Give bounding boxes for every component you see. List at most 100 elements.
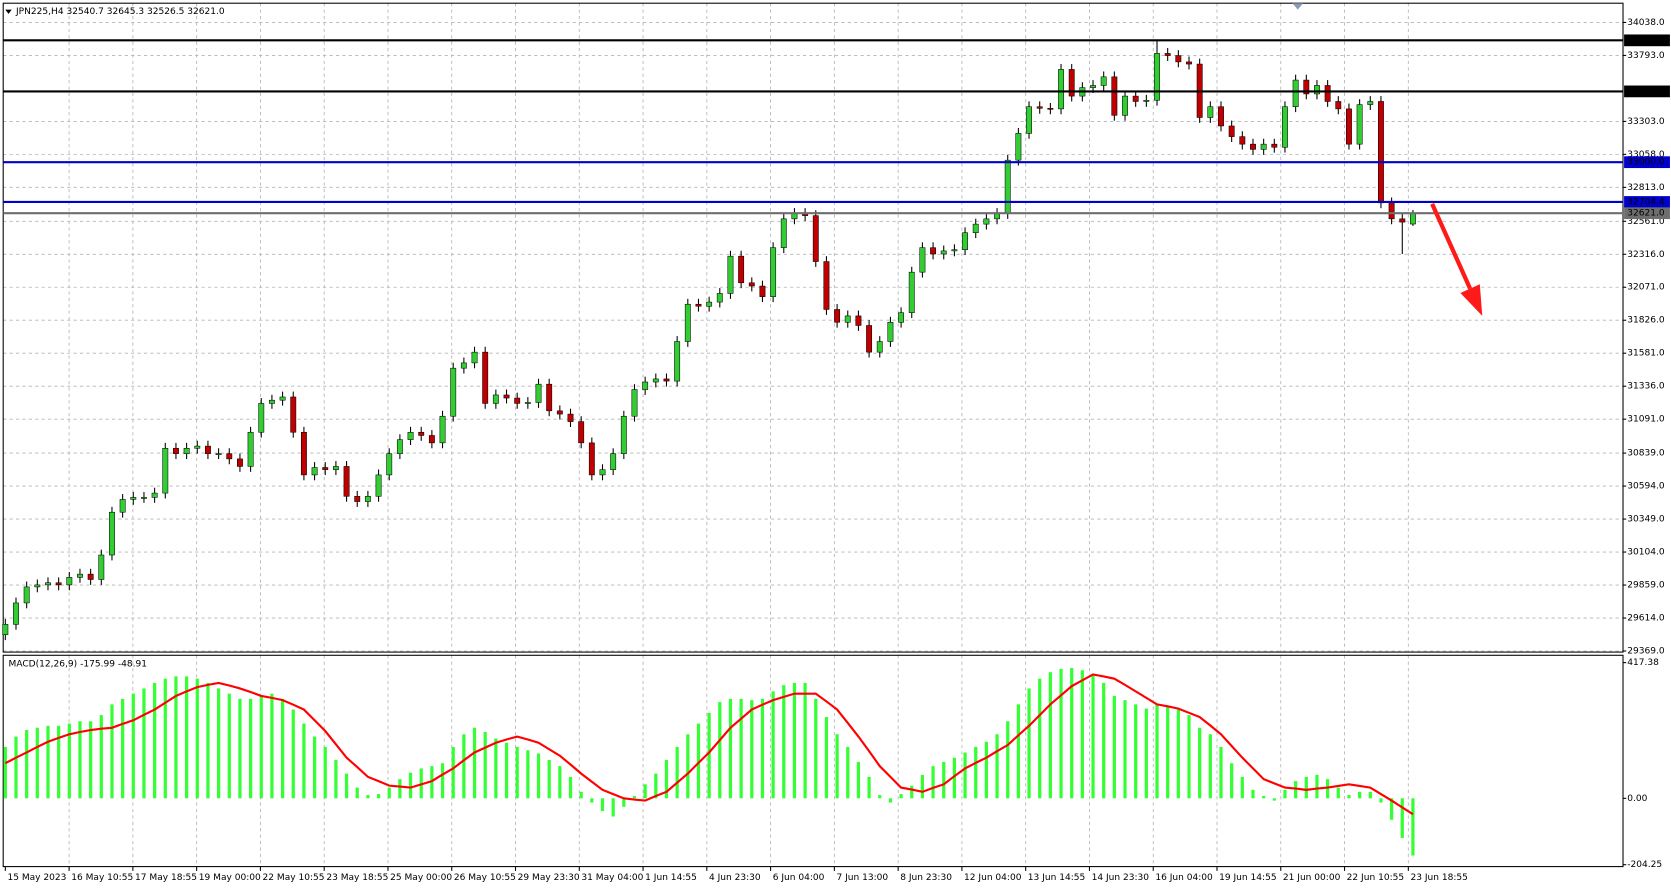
macd-bar bbox=[3, 746, 7, 799]
candle-body bbox=[823, 261, 830, 310]
candle-body bbox=[311, 467, 318, 476]
macd-bar bbox=[1048, 672, 1052, 799]
candle-body bbox=[1271, 143, 1278, 148]
macd-bar bbox=[1155, 704, 1159, 799]
level-label-box bbox=[1624, 156, 1670, 169]
macd-bar bbox=[526, 750, 530, 799]
y-tick-label: 417.38 bbox=[1627, 658, 1659, 668]
macd-bar bbox=[782, 685, 786, 799]
macd-bar bbox=[558, 766, 562, 799]
candle-body bbox=[898, 312, 905, 323]
macd-bar bbox=[1166, 706, 1170, 799]
y-tick-label: 31091.0 bbox=[1627, 415, 1665, 425]
macd-bar bbox=[888, 798, 893, 803]
macd-bar bbox=[355, 787, 359, 799]
candle-body bbox=[1090, 85, 1096, 88]
level-label-box bbox=[1624, 34, 1670, 47]
macd-bar bbox=[291, 709, 295, 799]
macd-bar bbox=[110, 704, 114, 799]
candle-body bbox=[738, 255, 745, 284]
x-tick-label: 12 Jun 04:00 bbox=[964, 873, 1022, 883]
candle-body bbox=[34, 584, 41, 588]
candle-body bbox=[1314, 85, 1320, 95]
macd-bar bbox=[1112, 695, 1116, 799]
candle-body bbox=[77, 573, 83, 578]
candle-body bbox=[1026, 106, 1032, 134]
macd-bar bbox=[1400, 798, 1404, 838]
candle-body bbox=[748, 282, 755, 287]
candle-body bbox=[588, 442, 595, 476]
macd-bar bbox=[504, 742, 509, 799]
macd-bar bbox=[792, 682, 797, 799]
candle-body bbox=[1154, 53, 1160, 101]
macd-bar bbox=[728, 698, 733, 799]
candle-body bbox=[322, 467, 329, 470]
macd-bar bbox=[952, 757, 956, 799]
candle-body bbox=[706, 301, 713, 307]
macd-bar bbox=[142, 688, 146, 799]
macd-bar bbox=[259, 695, 263, 799]
macd-bar bbox=[1411, 798, 1415, 856]
candle-body bbox=[386, 453, 393, 476]
macd-bar bbox=[1272, 798, 1276, 801]
x-tick-label: 8 Jun 23:30 bbox=[900, 873, 952, 883]
candle-body bbox=[514, 397, 521, 404]
x-tick-label: 22 May 10:55 bbox=[263, 873, 325, 883]
macd-bar bbox=[1326, 779, 1330, 799]
candle-body bbox=[834, 309, 841, 323]
candle-body bbox=[524, 402, 531, 404]
candle-body bbox=[2, 624, 9, 635]
macd-bar bbox=[931, 766, 935, 799]
candle-body bbox=[215, 453, 222, 455]
macd-bar bbox=[46, 725, 50, 799]
macd-bar bbox=[451, 746, 455, 799]
x-tick-label: 15 May 2023 bbox=[7, 873, 66, 883]
candle-body bbox=[1218, 106, 1224, 127]
candle-body bbox=[1228, 125, 1235, 137]
macd-bar bbox=[344, 773, 349, 799]
candle-body bbox=[407, 431, 414, 440]
macd-bar bbox=[1176, 709, 1180, 799]
main-pane-frame bbox=[2, 2, 1624, 653]
candle-body bbox=[290, 396, 297, 433]
candle-body bbox=[1303, 79, 1310, 95]
x-tick-label: 21 Jun 00:00 bbox=[1283, 873, 1341, 883]
candle-body bbox=[642, 381, 649, 390]
candle-body bbox=[1282, 106, 1288, 148]
y-tick-label: 29859.0 bbox=[1627, 581, 1665, 591]
candle-body bbox=[940, 250, 947, 255]
macd-bar bbox=[238, 698, 242, 799]
macd-bar bbox=[185, 676, 189, 799]
macd-bar bbox=[14, 736, 18, 799]
x-tick-label: 16 May 10:55 bbox=[71, 873, 133, 883]
y-tick-label: 30104.0 bbox=[1627, 548, 1665, 558]
macd-bar bbox=[846, 746, 850, 799]
candle-body bbox=[173, 447, 179, 454]
macd-bar bbox=[1208, 734, 1212, 799]
candle-body bbox=[1004, 159, 1011, 214]
level-label: 32704.4 bbox=[1627, 197, 1665, 207]
candle-body bbox=[1356, 104, 1363, 145]
macd-bar bbox=[376, 794, 381, 799]
candle-body bbox=[567, 413, 574, 422]
macd-bar bbox=[1379, 798, 1383, 803]
y-tick-label: 34038.0 bbox=[1627, 18, 1665, 28]
candle-body bbox=[930, 247, 937, 255]
candle-body bbox=[119, 499, 126, 513]
candle-body bbox=[546, 383, 553, 412]
candle-body bbox=[1015, 133, 1022, 161]
level-label-box bbox=[1624, 85, 1670, 98]
macd-bar bbox=[686, 734, 690, 799]
x-tick-label: 13 Jun 14:55 bbox=[1028, 873, 1085, 883]
y-tick-label: 32813.0 bbox=[1627, 183, 1665, 193]
candle-body bbox=[396, 439, 403, 454]
candle-body bbox=[343, 466, 350, 497]
candle-body bbox=[1335, 101, 1342, 110]
candle-body bbox=[599, 469, 606, 476]
candle-body bbox=[695, 303, 702, 307]
macd-bar bbox=[1240, 776, 1244, 799]
macd-bar bbox=[270, 693, 274, 799]
menu-icon[interactable] bbox=[5, 9, 12, 14]
candle-body bbox=[300, 431, 307, 476]
